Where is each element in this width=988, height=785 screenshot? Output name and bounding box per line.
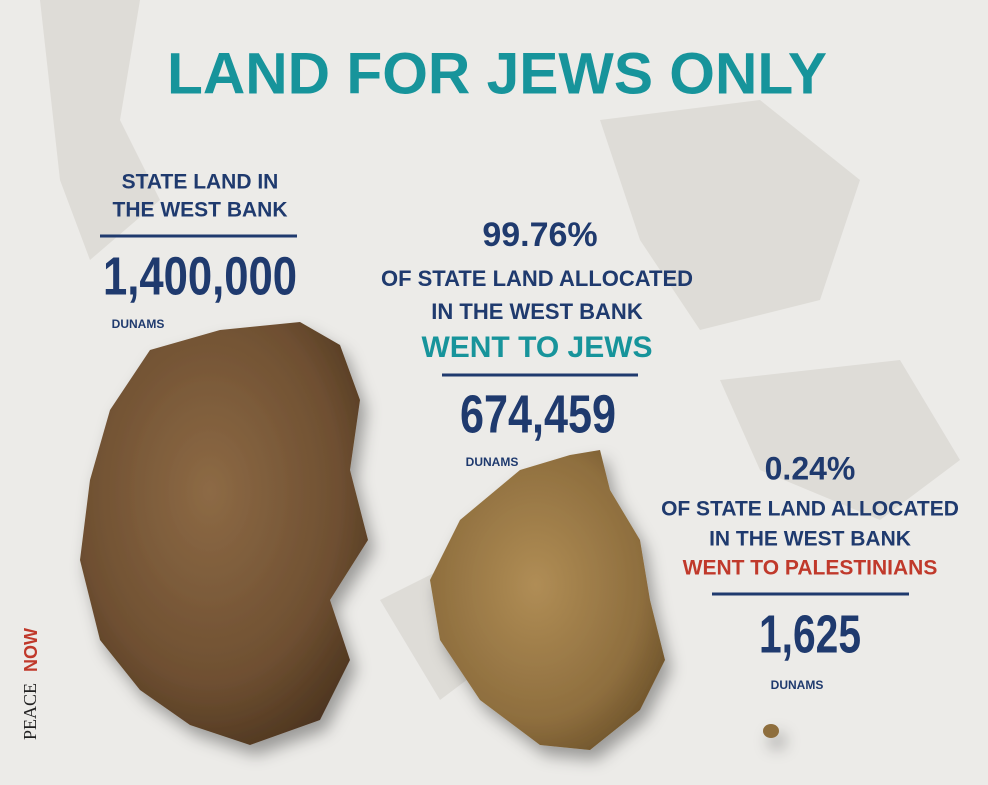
unit: DUNAMS [112, 317, 165, 331]
amount: 674,459 [460, 384, 616, 444]
logo-part: PEACE [20, 683, 40, 740]
heading-line: STATE LAND IN [122, 171, 279, 194]
unit: DUNAMS [771, 678, 824, 692]
amount: 1,625 [759, 604, 861, 664]
description-line: IN THE WEST BANK [709, 528, 911, 551]
soil-clumps [80, 322, 779, 750]
logo: PEACE NOW [20, 628, 41, 740]
heading-line: THE WEST BANK [113, 199, 288, 222]
description-line: IN THE WEST BANK [431, 299, 643, 324]
amount: 1,400,000 [103, 246, 297, 306]
highlight: WENT TO JEWS [421, 331, 652, 364]
description-line: OF STATE LAND ALLOCATED [661, 498, 959, 521]
unit: DUNAMS [466, 455, 519, 469]
title: LAND FOR JEWS ONLY [167, 41, 827, 106]
percent: 0.24% [765, 450, 856, 486]
percent: 99.76% [482, 216, 597, 254]
highlight: WENT TO PALESTINIANS [683, 557, 938, 580]
description-line: OF STATE LAND ALLOCATED [381, 266, 693, 291]
logo-part: NOW [21, 628, 41, 672]
